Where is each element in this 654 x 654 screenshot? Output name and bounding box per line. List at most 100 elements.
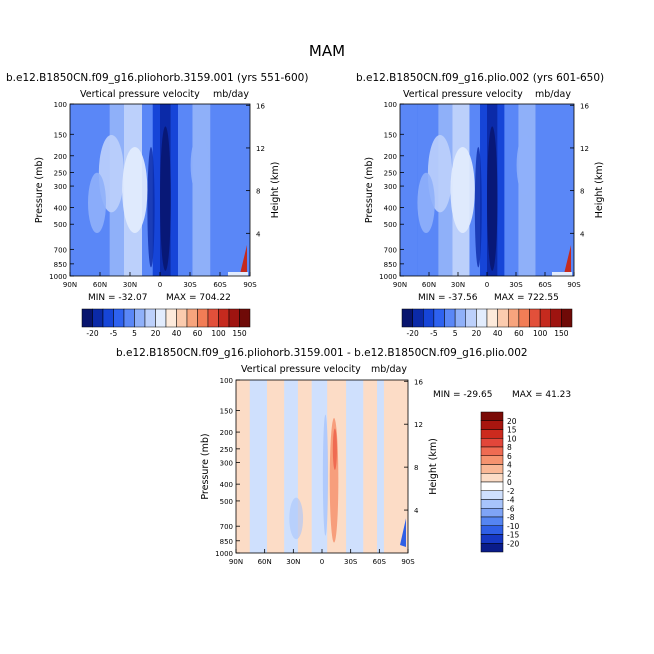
panel2-ytick-label: 300 bbox=[384, 183, 397, 191]
panel3-colorbar-swatch bbox=[480, 429, 504, 439]
panel2-colorbar-label: 40 bbox=[493, 329, 503, 338]
panel2-band bbox=[400, 104, 418, 276]
panel3-ytick-label: 1000 bbox=[215, 550, 233, 558]
panel1-xtick-label: 30N bbox=[123, 281, 137, 289]
panel3-colorbar-swatch bbox=[480, 438, 504, 448]
panel1-colorbar-label: 20 bbox=[151, 329, 161, 338]
panel2-band bbox=[480, 104, 487, 276]
panel3-units: mb/day bbox=[371, 364, 407, 375]
panel2-core2 bbox=[474, 147, 482, 268]
panel3-max-label: MAX = 41.23 bbox=[512, 390, 571, 400]
panel3-ytick-label: 200 bbox=[220, 429, 233, 437]
panel1-colorbar-swatch bbox=[239, 308, 251, 328]
panel2-core bbox=[487, 126, 498, 271]
panel2-max-label: MAX = 722.55 bbox=[494, 293, 559, 303]
panel1-core2 bbox=[147, 147, 155, 268]
panel1-y2tick-label: 16 bbox=[256, 102, 265, 110]
panel3-ytick-label: 250 bbox=[220, 446, 233, 454]
panel3-colorbar-label: -2 bbox=[507, 487, 515, 496]
panel2-ytick-label: 850 bbox=[384, 261, 397, 269]
panel3-xtick-label: 30N bbox=[286, 558, 300, 566]
panel3-ytick-label: 500 bbox=[220, 498, 233, 506]
panel2-colorbar-swatch bbox=[497, 308, 509, 328]
panel2-title: b.e12.B1850CN.f09_g16.plio.002 (yrs 601-… bbox=[356, 72, 605, 84]
panel1-units: mb/day bbox=[213, 89, 249, 100]
panel2-xtick-label: 30S bbox=[509, 281, 523, 289]
panel3-colorbar-label: 20 bbox=[507, 417, 517, 426]
panel1-subtitle: Vertical pressure velocity bbox=[80, 89, 200, 100]
panel2-ytick-label: 1000 bbox=[379, 273, 397, 281]
panel1-descent bbox=[240, 245, 247, 276]
panel3-colorbar-label: 4 bbox=[507, 461, 512, 470]
panel2-ytick-label: 200 bbox=[384, 153, 397, 161]
panel1-ytick-label: 150 bbox=[54, 131, 67, 139]
panel1-colorbar-label: 100 bbox=[211, 329, 226, 338]
panel1-y2label: Height (km) bbox=[270, 162, 281, 219]
panel2-colorbar-swatch bbox=[423, 308, 435, 328]
panel3-colorbar-swatch bbox=[480, 481, 504, 491]
panel2-band bbox=[504, 104, 519, 276]
panel2-colorbar-swatch bbox=[486, 308, 498, 328]
panel3-colorbar-swatch bbox=[480, 543, 504, 553]
panel1-colorbar-swatch bbox=[102, 308, 114, 328]
panel2-lobe bbox=[516, 134, 534, 196]
panel2-descent bbox=[564, 245, 571, 276]
panel1-colorbar-swatch bbox=[113, 308, 125, 328]
panel1-xtick-label: 0 bbox=[158, 281, 162, 289]
panel2-colorbar-swatch bbox=[476, 308, 488, 328]
panel2-xtick-label: 60S bbox=[538, 281, 552, 289]
panel2-min-label: MIN = -37.56 bbox=[418, 293, 478, 303]
panel1-xtick-label: 60N bbox=[93, 281, 107, 289]
panel2-surface bbox=[552, 272, 572, 276]
panel1-title: b.e12.B1850CN.f09_g16.pliohorb.3159.001 … bbox=[6, 72, 309, 84]
panel1-lobe bbox=[190, 134, 209, 196]
panel3-y2tick-label: 16 bbox=[414, 378, 423, 386]
panel3-colorbar-swatch bbox=[480, 446, 504, 456]
panel2-xtick-label: 90S bbox=[567, 281, 581, 289]
panel3-xtick-label: 90S bbox=[401, 558, 415, 566]
panel3-colorbar-swatch bbox=[480, 464, 504, 474]
panel1-colorbar-swatch bbox=[207, 308, 219, 328]
panel3-colorbar-label: 2 bbox=[507, 469, 512, 478]
panel2-ytick-label: 700 bbox=[384, 246, 397, 254]
panel3-ytick-label: 300 bbox=[220, 460, 233, 468]
panel3-ylabel: Pressure (mb) bbox=[200, 433, 211, 499]
panel1-ytick-label: 100 bbox=[54, 101, 67, 109]
panel3-colorbar-swatch bbox=[480, 473, 504, 483]
panel1-colorbar-label: -20 bbox=[86, 329, 98, 338]
panel1-colorbar-swatch bbox=[134, 308, 146, 328]
panel3-colorbar-label: 0 bbox=[507, 478, 512, 487]
panel3-subtitle: Vertical pressure velocity bbox=[241, 364, 361, 375]
panel2-xtick-label: 30N bbox=[451, 281, 465, 289]
panel3-y2tick-label: 4 bbox=[414, 507, 419, 515]
panel2-colorbar-label: -5 bbox=[430, 329, 438, 338]
panel3-band bbox=[249, 380, 267, 553]
panel1-ytick-label: 250 bbox=[54, 169, 67, 177]
panel3-colorbar-label: -8 bbox=[507, 513, 515, 522]
panel1-colorbar-swatch bbox=[144, 308, 156, 328]
panel3-neg3 bbox=[400, 518, 406, 547]
panel2-y2tick-label: 4 bbox=[580, 230, 585, 238]
panel3-colorbar-swatch bbox=[480, 516, 504, 526]
panel1-colorbar-label: 60 bbox=[193, 329, 203, 338]
panel3-band bbox=[377, 380, 384, 553]
panel1-colorbar-swatch bbox=[186, 308, 198, 328]
panel1-y2tick-label: 12 bbox=[256, 145, 265, 153]
panel1-ytick-label: 700 bbox=[54, 246, 67, 254]
panel3-colorbar-label: -4 bbox=[507, 496, 515, 505]
panel3-colorbar-label: 10 bbox=[507, 434, 517, 443]
panel2-y2label: Height (km) bbox=[594, 162, 605, 219]
panel1-ytick-label: 200 bbox=[54, 153, 67, 161]
panel1-colorbar-swatch bbox=[123, 308, 135, 328]
panel1-colorbar-swatch bbox=[176, 308, 188, 328]
panel3-y2tick-label: 12 bbox=[414, 421, 423, 429]
panel2-ytick-label: 100 bbox=[384, 101, 397, 109]
panel3-band bbox=[311, 380, 328, 553]
panel1-ylabel: Pressure (mb) bbox=[34, 157, 45, 223]
panel3-colorbar-swatch bbox=[480, 420, 504, 430]
panel3-colorbar-swatch bbox=[480, 499, 504, 509]
panel2-colorbar-swatch bbox=[550, 308, 562, 328]
panel3-colorbar-label: -20 bbox=[507, 539, 519, 548]
panel2-colorbar-swatch bbox=[412, 308, 424, 328]
